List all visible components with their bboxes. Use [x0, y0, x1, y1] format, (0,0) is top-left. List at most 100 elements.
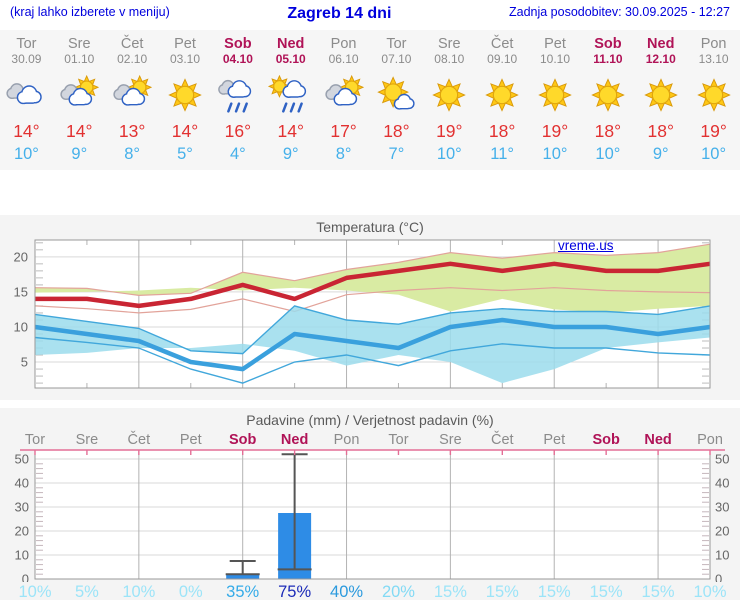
- svg-text:20: 20: [715, 524, 729, 539]
- day-column[interactable]: Čet 02.10: [106, 30, 159, 170]
- page-title: Zagreb 14 dni: [287, 5, 392, 22]
- low-temp: 10°: [542, 145, 568, 163]
- precip-day-label: Sre: [75, 432, 99, 448]
- svg-text:40: 40: [715, 476, 729, 491]
- day-date: 13.10: [698, 52, 729, 66]
- low-temp: 5°: [177, 145, 193, 163]
- probability-label: 10%: [122, 583, 156, 601]
- day-column[interactable]: Pet 10.10 19° 10°: [529, 30, 582, 170]
- day-name: Ned: [277, 36, 305, 52]
- precip-day-label: Čet: [491, 432, 514, 448]
- day-name: Čet: [120, 36, 144, 52]
- probability-label: 20%: [381, 583, 415, 601]
- precip-chart-section: Padavine (mm) / Verjetnost padavin (%) T…: [0, 408, 740, 602]
- day-date: 09.10: [487, 52, 518, 66]
- sun-rain-icon: [264, 75, 317, 115]
- precip-day-label: Pet: [543, 432, 566, 448]
- day-column[interactable]: Pon 06.10: [317, 30, 370, 170]
- partly-icon: [106, 75, 159, 115]
- svg-text:10: 10: [715, 548, 729, 563]
- high-temp: 14°: [171, 121, 199, 141]
- day-name: Sre: [68, 36, 91, 52]
- low-temp: 9°: [652, 145, 669, 163]
- day-column[interactable]: Tor 07.10 18° 7°: [370, 30, 423, 170]
- day-column[interactable]: Tor 30.09: [0, 30, 53, 170]
- svg-text:10: 10: [15, 548, 29, 563]
- precip-day-label: Pon: [333, 432, 360, 448]
- low-temp: 9°: [71, 145, 88, 163]
- probability-label: 0%: [178, 583, 203, 601]
- day-name: Pet: [174, 36, 196, 52]
- partly-icon: [317, 75, 370, 115]
- precip-day-label: Pet: [179, 432, 202, 448]
- high-temp: 14°: [277, 121, 304, 141]
- probability-label: 75%: [278, 583, 312, 601]
- svg-text:50: 50: [15, 452, 29, 467]
- probability-label: 10%: [693, 583, 727, 601]
- day-column[interactable]: Sre 01.10: [53, 30, 106, 170]
- day-date: 03.10: [169, 52, 201, 66]
- day-column[interactable]: Sob 04.10: [211, 30, 264, 170]
- svg-text:30: 30: [715, 500, 729, 515]
- low-temp: 9°: [282, 145, 299, 163]
- day-column[interactable]: Pon 13.10 19° 10°: [687, 30, 740, 170]
- high-temp: 18°: [488, 121, 516, 141]
- high-temp: 14°: [13, 121, 40, 141]
- precip-day-label: Tor: [24, 432, 46, 448]
- precip-chart-title: Padavine (mm) / Verjetnost padavin (%): [246, 412, 494, 428]
- day-date: 08.10: [434, 52, 465, 66]
- low-temp: 8°: [335, 145, 352, 163]
- precip-day-labels: Tor Sre Čet Pet Sob Ned Pon Tor Sre Čet Pet Sob Ned P…: [0, 432, 740, 448]
- svg-text:50: 50: [715, 452, 729, 467]
- sunny-icon: [634, 75, 687, 115]
- day-column[interactable]: Sob 11.10 18° 10°: [581, 30, 634, 170]
- probability-label: 15%: [589, 583, 623, 601]
- precip-day-label: Čet: [127, 432, 151, 448]
- day-date: 04.10: [222, 52, 253, 66]
- high-temp: 13°: [118, 121, 146, 141]
- low-temp: 10°: [436, 145, 462, 163]
- day-column[interactable]: Sre 08.10 19° 10°: [423, 30, 476, 170]
- high-temp: 18°: [594, 121, 622, 141]
- precip-probability-row: 10% 5% 10% 0% 35% 75% 40% 20% 15% 15% 15% 15% 15% 10%: [0, 582, 740, 602]
- probability-label: 35%: [226, 583, 260, 601]
- day-name: Pon: [330, 36, 357, 52]
- svg-text:20: 20: [14, 249, 28, 264]
- day-name: Ned: [647, 36, 675, 52]
- probability-label: 5%: [74, 583, 99, 601]
- probability-label: 40%: [330, 583, 364, 601]
- day-date: 01.10: [64, 52, 95, 66]
- mostly-sunny-icon: [370, 75, 423, 115]
- sunny-icon: [687, 75, 740, 115]
- precip-day-label: Sob: [592, 432, 620, 448]
- day-name: Sre: [438, 36, 461, 52]
- day-column[interactable]: Ned 05.10 14° 9°: [264, 30, 317, 170]
- sunny-icon: [423, 75, 476, 115]
- sunny-icon: [159, 75, 212, 115]
- precip-day-label: Ned: [644, 432, 672, 448]
- low-temp: 11°: [490, 145, 515, 163]
- spacer: [0, 170, 740, 215]
- precip-day-label: Pon: [697, 432, 723, 448]
- last-update: Zadnja posodobitev: 30.09.2025 - 12:27: [508, 5, 730, 19]
- svg-text:0: 0: [22, 572, 29, 583]
- day-name: Tor: [16, 36, 37, 52]
- svg-text:0: 0: [715, 572, 722, 583]
- low-temp: 4°: [229, 145, 246, 163]
- high-temp: 19°: [436, 121, 463, 141]
- day-column[interactable]: Ned 12.10 18° 9°: [634, 30, 687, 170]
- sunny-icon: [476, 75, 529, 115]
- high-temp: 18°: [383, 121, 410, 141]
- temperature-chart-section: Temperatura (°C) vreme.us 5 10 15 20: [0, 215, 740, 400]
- watermark-link[interactable]: vreme.us: [558, 238, 614, 253]
- day-column[interactable]: Čet 09.10 18° 11°: [476, 30, 529, 170]
- day-column[interactable]: Pet 03.10 14° 5°: [159, 30, 212, 170]
- day-date: 02.10: [117, 52, 148, 66]
- sunny-icon: [581, 75, 634, 115]
- low-temp: 10°: [13, 145, 39, 163]
- svg-text:30: 30: [15, 500, 29, 515]
- probability-label: 15%: [537, 583, 571, 601]
- menu-hint: (kraj lahko izberete v meniju): [10, 5, 170, 19]
- day-date: 11.10: [593, 52, 623, 66]
